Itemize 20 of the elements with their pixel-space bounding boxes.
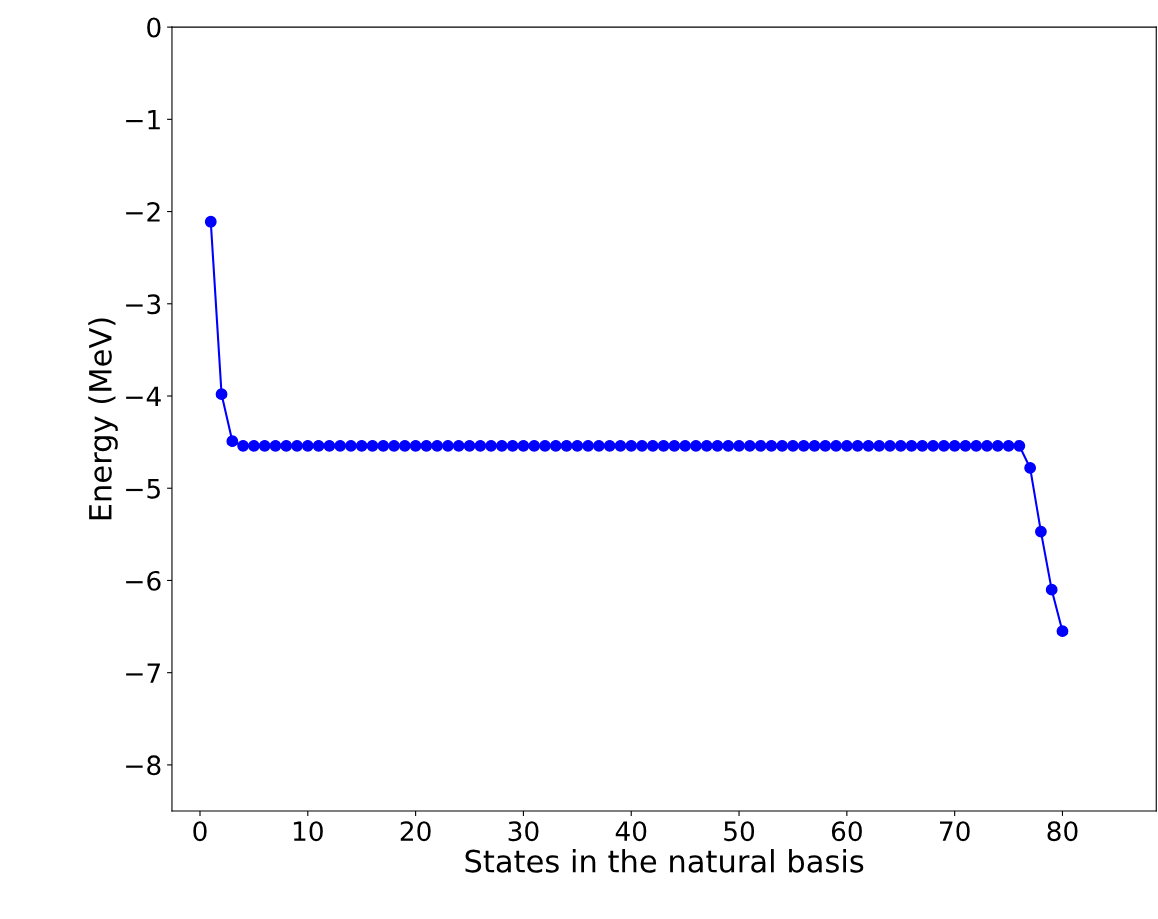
y-tick-label: −7 xyxy=(126,663,160,683)
x-tick-label: 60 xyxy=(831,821,862,842)
x-tick-label: 30 xyxy=(508,821,539,842)
x-tick-label: 20 xyxy=(400,821,431,842)
y-tick-label: −4 xyxy=(126,386,161,407)
y-tick-label: −8 xyxy=(126,755,161,776)
x-tick-label: 10 xyxy=(293,821,323,842)
y-tick-label: −3 xyxy=(126,294,161,315)
x-tick-label: 80 xyxy=(1047,821,1078,842)
x-axis-title: States in the natural basis xyxy=(465,849,864,873)
y-tick-label: 0 xyxy=(147,17,161,38)
y-tick-label: −6 xyxy=(126,570,161,591)
y-tick-label: −1 xyxy=(126,110,160,130)
x-tick-label: 70 xyxy=(940,821,970,842)
x-tick-label: 0 xyxy=(193,821,207,842)
x-tick-label: 50 xyxy=(724,821,755,842)
y-axis-title: Energy (MeV) xyxy=(88,318,118,520)
x-tick-label: 40 xyxy=(615,821,647,842)
y-tick-label: −5 xyxy=(126,479,160,499)
y-tick-label: −2 xyxy=(126,202,160,222)
